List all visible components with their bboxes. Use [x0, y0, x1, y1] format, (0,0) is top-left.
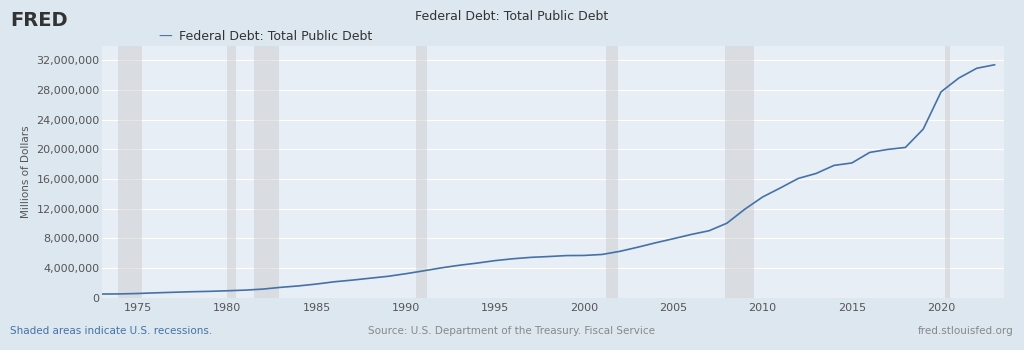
Bar	[227, 46, 237, 298]
Bar	[254, 46, 280, 298]
Bar	[605, 46, 618, 298]
Text: FRED: FRED	[10, 10, 68, 29]
Bar	[725, 46, 754, 298]
Text: —: —	[159, 30, 172, 44]
Text: Federal Debt: Total Public Debt: Federal Debt: Total Public Debt	[416, 10, 608, 23]
Bar	[944, 46, 950, 298]
Text: Source: U.S. Department of the Treasury. Fiscal Service: Source: U.S. Department of the Treasury.…	[369, 326, 655, 336]
Bar	[417, 46, 427, 298]
Text: Shaded areas indicate U.S. recessions.: Shaded areas indicate U.S. recessions.	[10, 326, 213, 336]
Bar	[119, 46, 141, 298]
Y-axis label: Millions of Dollars: Millions of Dollars	[20, 125, 31, 218]
Text: Federal Debt: Total Public Debt: Federal Debt: Total Public Debt	[179, 30, 373, 43]
Text: fred.stlouisfed.org: fred.stlouisfed.org	[918, 326, 1014, 336]
